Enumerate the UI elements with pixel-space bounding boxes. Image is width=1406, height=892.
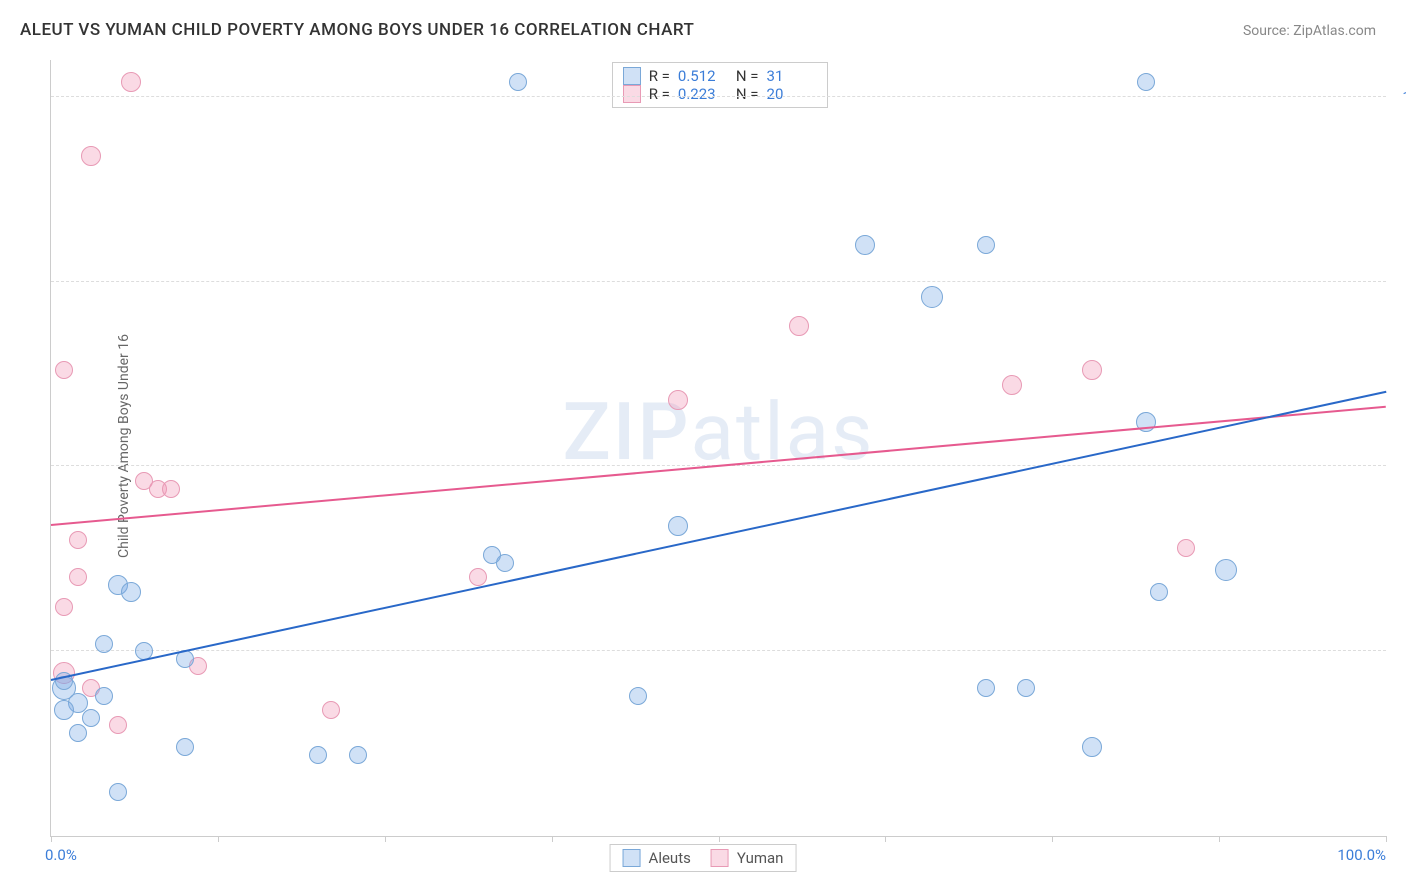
legend-item-aleuts: Aleuts [623, 849, 691, 867]
n-label: N = [736, 67, 759, 85]
data-point [1002, 375, 1022, 395]
data-point [483, 546, 501, 564]
data-point [55, 361, 73, 379]
data-point [55, 598, 73, 616]
data-point [95, 687, 113, 705]
swatch-yuman [711, 849, 729, 867]
data-point [309, 746, 327, 764]
legend-item-yuman: Yuman [711, 849, 784, 867]
data-point [81, 146, 101, 166]
header: ALEUT VS YUMAN CHILD POVERTY AMONG BOYS … [0, 0, 1406, 50]
n-label: N = [736, 85, 759, 103]
y-tick-label: 100.0% [1402, 88, 1406, 106]
grid-line [51, 650, 1386, 651]
data-point [855, 235, 875, 255]
x-tick [218, 836, 219, 842]
data-point [162, 480, 180, 498]
swatch-aleuts [623, 67, 641, 85]
data-point [54, 700, 74, 720]
legend-label-aleuts: Aleuts [649, 849, 691, 867]
data-point [69, 531, 87, 549]
x-tick [885, 836, 886, 842]
data-point [977, 679, 995, 697]
x-tick [385, 836, 386, 842]
r-value-yuman: 0.223 [678, 85, 728, 103]
data-point [469, 568, 487, 586]
data-point [69, 724, 87, 742]
data-point [82, 709, 100, 727]
stats-row-yuman: R = 0.223 N = 20 [623, 85, 817, 103]
stats-legend: R = 0.512 N = 31 R = 0.223 N = 20 [612, 62, 828, 108]
x-tick [1052, 836, 1053, 842]
grid-line [51, 96, 1386, 97]
legend-label-yuman: Yuman [737, 849, 784, 867]
data-point [1150, 583, 1168, 601]
data-point [69, 568, 87, 586]
data-point [1017, 679, 1035, 697]
data-point [1215, 559, 1237, 581]
data-point [1082, 737, 1102, 757]
data-point [1137, 73, 1155, 91]
scatter-chart: ZIPatlas R = 0.512 N = 31 R = 0.223 N = … [50, 60, 1386, 837]
data-point [1082, 360, 1102, 380]
data-point [322, 701, 340, 719]
x-axis-max-label: 100.0% [1337, 846, 1386, 864]
r-label: R = [649, 85, 670, 103]
x-axis-min-label: 0.0% [45, 846, 77, 864]
r-label: R = [649, 67, 670, 85]
data-point [1177, 539, 1195, 557]
data-point [121, 72, 141, 92]
trend-line [51, 391, 1386, 681]
data-point [921, 286, 943, 308]
series-legend: Aleuts Yuman [610, 844, 797, 872]
data-point [109, 716, 127, 734]
data-point [789, 316, 809, 336]
data-point [121, 582, 141, 602]
data-point [977, 236, 995, 254]
stats-row-aleuts: R = 0.512 N = 31 [623, 67, 817, 85]
grid-line [51, 281, 1386, 282]
data-point [668, 516, 688, 536]
swatch-aleuts [623, 849, 641, 867]
swatch-yuman [623, 85, 641, 103]
data-point [668, 390, 688, 410]
data-point [176, 738, 194, 756]
r-value-aleuts: 0.512 [678, 67, 728, 85]
x-tick [1386, 836, 1387, 842]
chart-title: ALEUT VS YUMAN CHILD POVERTY AMONG BOYS … [20, 20, 694, 40]
data-point [629, 687, 647, 705]
x-tick [1219, 836, 1220, 842]
data-point [109, 783, 127, 801]
x-tick [719, 836, 720, 842]
x-tick [552, 836, 553, 842]
n-value-aleuts: 31 [767, 67, 817, 85]
source-attribution: Source: ZipAtlas.com [1243, 23, 1376, 39]
x-tick [51, 836, 52, 842]
data-point [349, 746, 367, 764]
data-point [95, 635, 113, 653]
data-point [509, 73, 527, 91]
n-value-yuman: 20 [767, 85, 817, 103]
